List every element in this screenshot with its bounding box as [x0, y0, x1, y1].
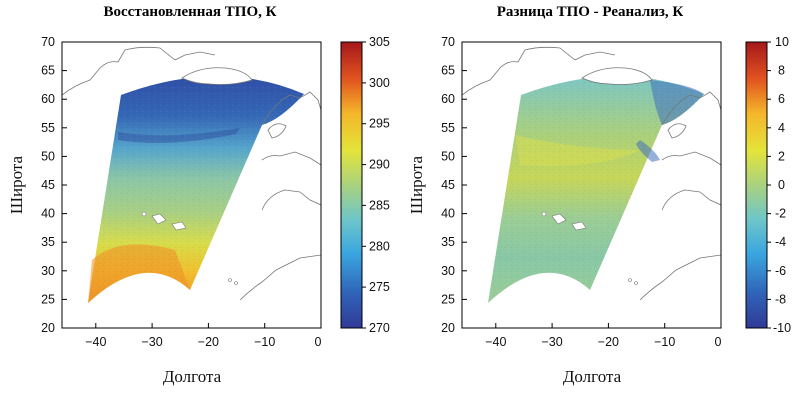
- colorbar-label: -2: [775, 207, 786, 221]
- coastline-britain: [261, 91, 321, 126]
- coastline-ireland: [267, 123, 287, 139]
- colorbar-label: 305: [369, 35, 390, 49]
- y-tick-label: 25: [441, 292, 455, 306]
- colorbar-label: 270: [369, 321, 390, 335]
- colorbar: 270 275 280 285 290 295 300 305: [340, 35, 390, 335]
- x-tick-label: 0: [315, 335, 322, 349]
- azores: [551, 213, 567, 225]
- y-tick-label: 65: [41, 64, 55, 78]
- coastline-iberia: [661, 189, 721, 211]
- canary-islands-east: [634, 281, 638, 285]
- iceland: [581, 67, 653, 85]
- y-tick-label: 70: [441, 35, 455, 49]
- y-axis: 20 25 30 35 40 45 50 55 60 65 70: [41, 35, 67, 335]
- x-axis-label: Долгота: [563, 367, 622, 386]
- chart-title: Разница ТПО - Реанализ, К: [497, 4, 684, 20]
- y-tick-label: 35: [41, 235, 55, 249]
- y-tick-label: 60: [441, 92, 455, 106]
- y-axis: 20 25 30 35 40 45 50 55 60 65 70: [441, 35, 467, 335]
- y-tick-label: 70: [41, 35, 55, 49]
- coastline-greenland: [62, 46, 216, 96]
- colorbar-label: 300: [369, 76, 390, 90]
- colorbar-label: 285: [369, 198, 390, 212]
- coastline-africa: [639, 254, 721, 301]
- colorbar-label: 2: [778, 149, 785, 163]
- y-tick-label: 40: [41, 207, 55, 221]
- y-tick-label: 60: [41, 92, 55, 106]
- coastline-iberia: [261, 189, 321, 211]
- diff-texture: [488, 76, 704, 303]
- y-tick-label: 55: [41, 121, 55, 135]
- x-axis: −40 −30 −20 −10 0: [485, 323, 722, 349]
- x-tick-label: −30: [541, 335, 562, 349]
- y-tick-label: 40: [441, 207, 455, 221]
- canary-islands: [228, 278, 232, 282]
- colorbar-label: 280: [369, 239, 390, 253]
- coastline-france: [261, 151, 321, 166]
- panel-sst: Восстановленная ТПО, К: [7, 4, 390, 386]
- y-tick-label: 30: [441, 264, 455, 278]
- diff-field: [462, 46, 721, 303]
- y-tick-label: 20: [441, 321, 455, 335]
- y-tick-label: 45: [441, 178, 455, 192]
- iceland: [181, 67, 253, 85]
- y-tick-label: 55: [441, 121, 455, 135]
- y-tick-label: 50: [441, 149, 455, 163]
- y-axis-label: Широта: [407, 155, 426, 214]
- colorbar-label: 6: [778, 92, 785, 106]
- coastline-greenland: [462, 46, 616, 96]
- canary-islands-east: [234, 281, 238, 285]
- colorbar: -10 -8 -6 -4 -2 0 2 4 6 8 10: [745, 35, 791, 335]
- coastline-britain: [661, 91, 721, 126]
- x-tick-label: −20: [198, 335, 219, 349]
- colorbar-bar: [340, 41, 363, 329]
- azores-west: [141, 211, 147, 217]
- colorbar-label: 10: [775, 35, 789, 49]
- colorbar-label: -4: [775, 235, 786, 249]
- azores: [151, 213, 167, 225]
- coastline-ireland: [667, 123, 687, 139]
- x-axis: −40 −30 −20 −10 0: [85, 323, 322, 349]
- x-tick-label: −10: [654, 335, 675, 349]
- azores-west: [541, 211, 547, 217]
- colorbar-label: 290: [369, 158, 390, 172]
- canary-islands: [628, 278, 632, 282]
- x-tick-label: 0: [715, 335, 722, 349]
- sst-texture: [88, 76, 304, 303]
- x-tick-label: −40: [485, 335, 506, 349]
- coastline-france: [661, 151, 721, 166]
- y-tick-label: 35: [441, 235, 455, 249]
- x-tick-label: −40: [85, 335, 106, 349]
- y-tick-label: 50: [41, 149, 55, 163]
- colorbar-label: -8: [775, 292, 786, 306]
- colorbar-label: 4: [778, 121, 785, 135]
- y-tick-label: 25: [41, 292, 55, 306]
- azores-east: [171, 221, 187, 231]
- chart-title: Восстановленная ТПО, К: [104, 4, 277, 20]
- colorbar-label: -6: [775, 264, 786, 278]
- colorbar-bar: [745, 41, 768, 329]
- colorbar-label: -10: [773, 321, 791, 335]
- colorbar-label: 8: [778, 64, 785, 78]
- colorbar-label: 0: [778, 178, 785, 192]
- x-tick-label: −10: [254, 335, 275, 349]
- sst-field: [62, 46, 321, 303]
- x-tick-label: −20: [598, 335, 619, 349]
- y-tick-label: 30: [41, 264, 55, 278]
- y-tick-label: 45: [41, 178, 55, 192]
- coastline-africa: [239, 254, 321, 301]
- colorbar-label: 275: [369, 280, 390, 294]
- colorbar-label: 295: [369, 117, 390, 131]
- azores-east: [571, 221, 587, 231]
- x-axis-label: Долгота: [163, 367, 222, 386]
- y-tick-label: 20: [41, 321, 55, 335]
- y-tick-label: 65: [441, 64, 455, 78]
- y-axis-label: Широта: [7, 155, 26, 214]
- x-tick-label: −30: [141, 335, 162, 349]
- panel-sst-difference: Разница ТПО - Реанализ, К: [407, 4, 791, 386]
